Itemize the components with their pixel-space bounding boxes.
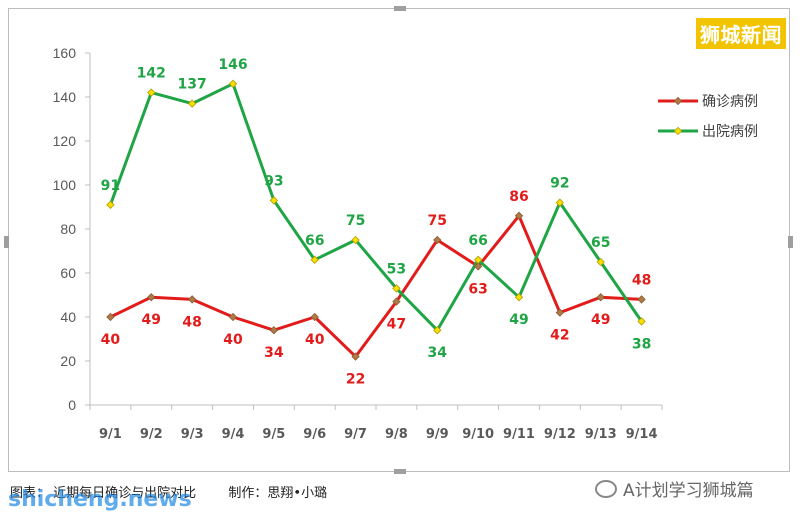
confirmed-point <box>228 312 238 322</box>
series-line-discharged <box>109 82 643 332</box>
x-tick-label: 9/2 <box>140 427 163 442</box>
confirmed-data-label: 86 <box>509 189 528 205</box>
confirmed-point <box>514 211 524 220</box>
discharged-data-label: 65 <box>591 235 610 251</box>
series-line-confirmed <box>109 214 642 359</box>
y-tick-label: 60 <box>60 265 76 281</box>
confirmed-point <box>637 295 646 304</box>
discharged-data-label: 38 <box>632 336 651 352</box>
confirmed-point <box>310 312 319 322</box>
x-tick-label: 9/8 <box>385 427 408 442</box>
resize-handle-right[interactable] <box>788 236 793 248</box>
x-tick-label: 9/3 <box>181 427 204 442</box>
confirmed-point <box>433 235 442 245</box>
confirmed-data-label: 49 <box>142 312 161 328</box>
site-watermark: shicheng.news <box>8 487 192 512</box>
x-tick-label: 9/13 <box>585 427 617 442</box>
discharged-data-label: 137 <box>178 77 207 93</box>
confirmed-point <box>351 352 360 361</box>
legend-label-discharged: 出院病例 <box>702 124 758 140</box>
discharged-data-label: 66 <box>305 233 324 249</box>
discharged-data-label: 49 <box>509 312 528 328</box>
discharged-point <box>473 255 483 264</box>
legend-label-confirmed: 确诊病例 <box>702 94 758 110</box>
confirmed-data-label: 48 <box>632 272 651 288</box>
y-tick-label: 160 <box>53 45 77 61</box>
legend-marker-confirmed <box>673 96 683 106</box>
resize-handle-top[interactable] <box>394 6 406 11</box>
x-tick-label: 9/12 <box>544 427 576 442</box>
wechat-account-label: A计划学习狮城篇 <box>623 481 754 501</box>
discharged-data-label: 66 <box>468 233 487 249</box>
confirmed-data-label: 40 <box>101 332 121 348</box>
discharged-point <box>269 196 279 205</box>
resize-handle-bottom[interactable] <box>394 469 406 474</box>
discharged-data-label: 142 <box>137 66 166 82</box>
wechat-account: A计划学习狮城篇 <box>595 476 754 501</box>
chart-caption: 图表： 近期每日确诊与出院对比 制作：思翔•小璐 <box>10 482 327 501</box>
resize-handle-left[interactable] <box>4 236 9 248</box>
confirmed-point <box>473 262 483 271</box>
discharged-point <box>433 326 442 335</box>
x-tick-label: 9/5 <box>262 427 285 442</box>
brand-logo: 狮城新闻 <box>696 18 786 49</box>
chart-frame <box>8 8 790 472</box>
x-tick-label: 9/14 <box>626 427 658 442</box>
legend-marker-discharged <box>673 126 683 136</box>
discharged-data-label: 91 <box>101 178 120 194</box>
caption-credit: 制作：思翔•小璐 <box>228 486 328 501</box>
confirmed-data-label: 34 <box>264 345 284 361</box>
x-tick-label: 9/11 <box>503 427 535 442</box>
discharged-point <box>187 99 197 108</box>
y-tick-label: 140 <box>53 89 77 105</box>
y-tick-label: 120 <box>53 133 77 149</box>
discharged-point <box>351 235 360 245</box>
confirmed-data-label: 42 <box>550 328 569 344</box>
confirmed-data-label: 22 <box>346 372 365 388</box>
discharged-data-label: 53 <box>387 261 406 277</box>
discharged-point <box>106 200 115 209</box>
discharged-point <box>514 293 524 302</box>
confirmed-data-label: 49 <box>591 312 610 328</box>
confirmed-point <box>555 308 565 317</box>
discharged-point <box>555 198 565 207</box>
discharged-point <box>392 284 401 293</box>
confirmed-data-label: 48 <box>182 314 201 330</box>
x-tick-label: 9/6 <box>303 427 326 442</box>
y-tick-label: 20 <box>60 353 76 369</box>
confirmed-point <box>269 326 279 335</box>
discharged-data-label: 93 <box>264 173 283 189</box>
discharged-point <box>596 257 605 267</box>
y-tick-label: 100 <box>53 177 77 193</box>
confirmed-point <box>147 293 156 302</box>
confirmed-point <box>392 297 401 306</box>
x-tick-label: 9/9 <box>426 427 449 442</box>
y-tick-label: 40 <box>60 309 76 325</box>
confirmed-point <box>187 295 197 304</box>
confirmed-point <box>106 312 115 322</box>
wechat-icon <box>595 479 617 498</box>
caption-title: 图表： 近期每日确诊与出院对比 <box>10 486 197 501</box>
y-tick-label: 0 <box>68 397 76 413</box>
confirmed-data-label: 47 <box>387 317 406 333</box>
discharged-point <box>637 317 646 326</box>
confirmed-point <box>596 293 605 302</box>
discharged-data-label: 75 <box>346 213 365 229</box>
confirmed-data-label: 75 <box>428 213 447 229</box>
x-tick-label: 9/10 <box>462 427 494 442</box>
discharged-data-label: 34 <box>428 345 448 361</box>
confirmed-data-label: 40 <box>223 332 243 348</box>
discharged-point <box>310 255 319 264</box>
confirmed-data-label: 63 <box>468 281 487 297</box>
discharged-data-label: 146 <box>218 57 247 73</box>
x-tick-label: 9/4 <box>222 427 245 442</box>
x-tick-label: 9/1 <box>99 427 122 442</box>
discharged-data-label: 92 <box>550 176 569 192</box>
discharged-point <box>147 88 156 97</box>
x-tick-label: 9/7 <box>344 427 367 442</box>
y-tick-label: 80 <box>60 221 76 237</box>
confirmed-data-label: 40 <box>305 332 325 348</box>
discharged-point <box>228 79 238 88</box>
